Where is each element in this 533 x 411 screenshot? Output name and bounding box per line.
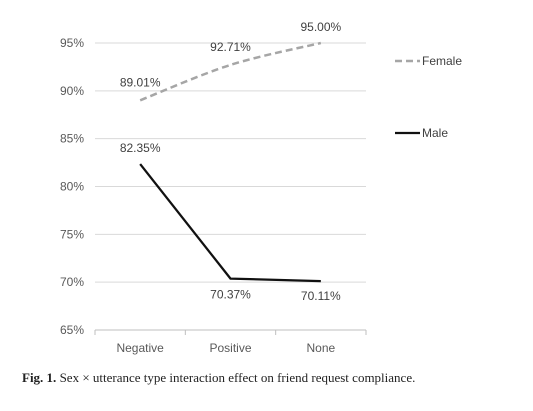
y-tick-label: 80% [60,180,84,194]
line-chart: Negative Positive None 65% 70% 75% 80% 85% 90% 9… [60,20,462,355]
figure-caption-prefix: Fig. 1. [22,370,57,385]
y-tick-label: 90% [60,84,84,98]
data-label-male: 70.11% [301,289,341,303]
series-lines [139,41,322,283]
series-line-female [139,41,322,102]
x-tick-label: Positive [209,341,251,355]
figure-caption-text: Sex × utterance type interaction effect … [59,370,416,385]
y-tick-label: 95% [60,36,84,50]
data-label-female: 89.01% [120,75,161,89]
y-tick-label: 85% [60,132,84,146]
data-label-male: 70.37% [210,288,251,302]
legend: Female Male [395,54,462,140]
data-label-female: 92.71% [210,40,251,54]
x-tick-label: Negative [116,341,164,355]
x-tick-label: None [306,341,335,355]
legend-label-female: Female [422,54,462,68]
series-line-male [139,163,321,283]
data-label-female: 95.00% [300,20,341,34]
y-axis: 65% 70% 75% 80% 85% 90% 95% [60,36,84,337]
y-tick-label: 75% [60,227,84,241]
figure-caption: Fig. 1. Sex × utterance type interaction… [22,370,522,386]
y-tick-label: 70% [60,275,84,289]
legend-label-male: Male [422,126,448,140]
data-label-male: 82.35% [120,141,161,155]
gridlines [95,42,366,283]
y-tick-label: 65% [60,323,84,337]
data-labels: 89.01% 92.71% 95.00% 82.35% 70.37% 70.11% [120,20,342,303]
x-axis: Negative Positive None [94,329,367,355]
